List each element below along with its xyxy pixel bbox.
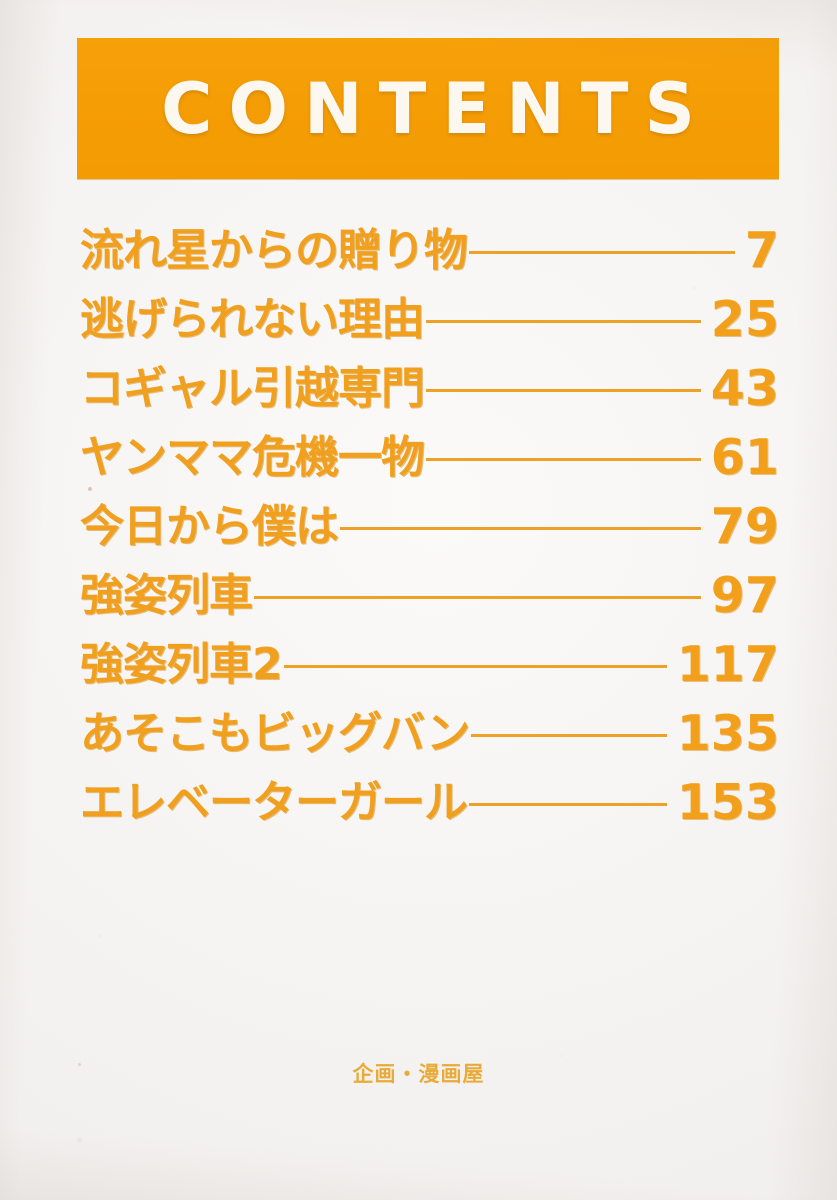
toc-entry[interactable]: エレベーターガール 153	[80, 768, 779, 837]
toc-entry[interactable]: 今日から僕は 79	[80, 492, 779, 561]
toc-entry-page: 153	[676, 774, 779, 831]
toc-leader-rule	[254, 595, 701, 599]
footer: 企画・漫画屋	[0, 1058, 837, 1088]
toc-entry-page: 61	[710, 429, 779, 486]
scan-speck	[78, 1063, 81, 1066]
toc-entry-title: ヤンママ危機一物	[80, 431, 425, 483]
table-of-contents: 流れ星からの贈り物 7 逃げられない理由 25 コギャル引越専門 43 ヤンママ…	[80, 216, 779, 837]
toc-entry-title: エレベーターガール	[80, 776, 468, 828]
toc-entry-page: 79	[710, 498, 779, 555]
contents-banner: CONTENTS	[77, 38, 779, 179]
toc-entry[interactable]: 強姿列車 97	[80, 561, 779, 630]
toc-leader-rule	[469, 802, 667, 806]
toc-leader-rule	[340, 526, 701, 530]
toc-leader-rule	[426, 319, 701, 323]
toc-entry[interactable]: 強姿列車2 117	[80, 630, 779, 699]
toc-leader-rule	[426, 457, 701, 461]
toc-entry[interactable]: 流れ星からの贈り物 7	[80, 216, 779, 285]
toc-entry[interactable]: コギャル引越専門 43	[80, 354, 779, 423]
scan-speck	[88, 487, 92, 491]
page-title: CONTENTS	[161, 67, 711, 150]
toc-entry[interactable]: ヤンママ危機一物 61	[80, 423, 779, 492]
toc-entry[interactable]: 逃げられない理由 25	[80, 285, 779, 354]
toc-leader-rule	[426, 388, 701, 392]
toc-entry-page: 117	[676, 636, 779, 693]
publisher-imprint: 企画・漫画屋	[352, 1062, 485, 1086]
toc-entry-title: コギャル引越専門	[80, 362, 425, 414]
toc-entry-title: 流れ星からの贈り物	[80, 224, 468, 276]
toc-entry-page: 43	[710, 360, 779, 417]
toc-leader-rule	[283, 664, 667, 668]
toc-entry[interactable]: あそこもビッグバン 135	[80, 699, 779, 768]
toc-entry-title: 強姿列車	[80, 569, 253, 621]
toc-leader-rule	[471, 733, 667, 737]
toc-entry-page: 7	[744, 222, 779, 279]
toc-entry-title: 強姿列車2	[80, 638, 283, 690]
toc-entry-title: 今日から僕は	[80, 500, 339, 552]
toc-entry-page: 97	[710, 567, 779, 624]
toc-entry-page: 135	[676, 705, 779, 762]
toc-entry-page: 25	[710, 291, 779, 348]
toc-entry-title: あそこもビッグバン	[80, 707, 470, 759]
toc-entry-title: 逃げられない理由	[80, 293, 425, 345]
toc-leader-rule	[469, 250, 735, 254]
